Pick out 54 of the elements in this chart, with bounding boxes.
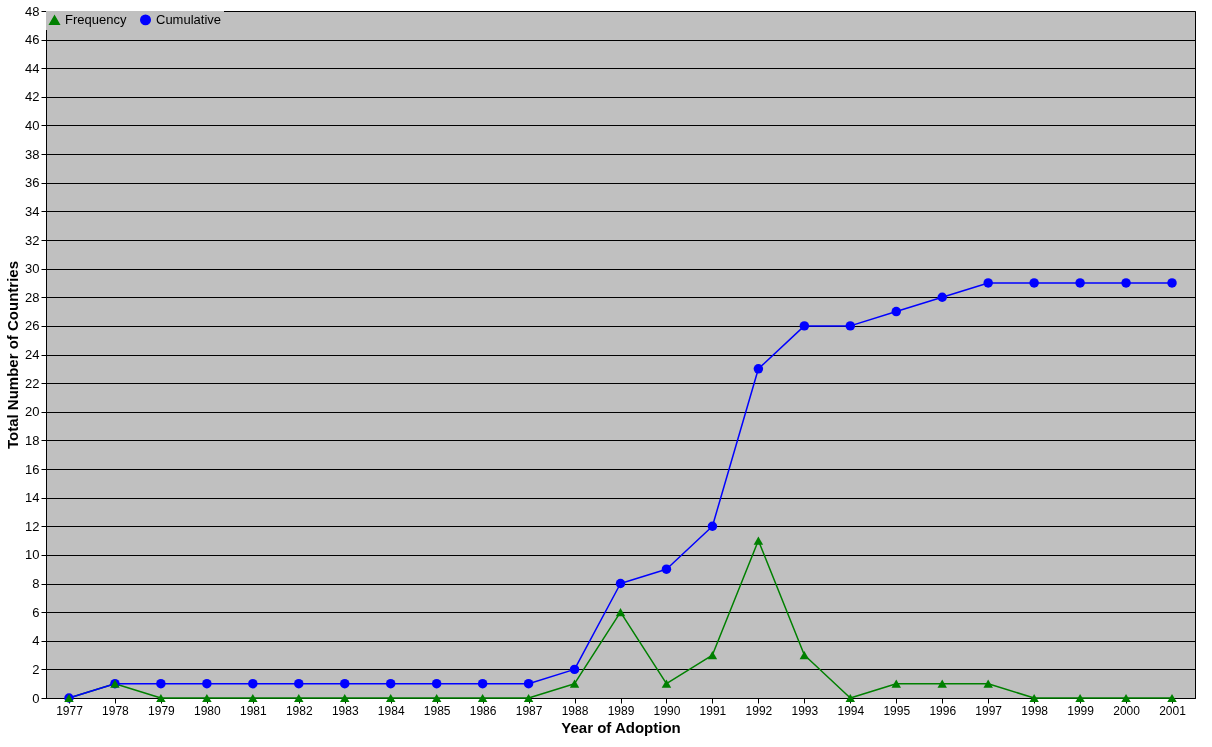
y-tick-label: 10 — [25, 547, 40, 563]
x-tick-label: 1997 — [975, 703, 1003, 718]
y-tick-label: 18 — [25, 432, 40, 448]
x-tick-label: 1979 — [148, 703, 176, 718]
x-tick-label: 1977 — [56, 703, 84, 718]
y-tick-label: 34 — [25, 203, 40, 219]
x-tick-label: 1991 — [699, 703, 727, 718]
y-tick-label: 2 — [32, 661, 40, 677]
y-tick-label: 36 — [25, 175, 40, 191]
x-tick-label: 1995 — [883, 703, 911, 718]
x-tick-label: 1985 — [423, 703, 451, 718]
legend-label: Cumulative — [156, 11, 222, 27]
x-tick-label: 2000 — [1113, 703, 1141, 718]
y-tick-label: 44 — [25, 60, 40, 76]
x-tick-label: 1982 — [285, 703, 313, 718]
y-tick-label: 38 — [25, 146, 40, 162]
y-axis-title: Total Number of Countries — [4, 260, 22, 450]
x-tick-label: 1987 — [515, 703, 543, 718]
y-tick-label: 14 — [25, 490, 40, 506]
x-tick-label: 1999 — [1067, 703, 1095, 718]
x-axis-title: Year of Adoption — [561, 718, 681, 736]
y-tick-label: 22 — [25, 375, 40, 391]
y-tick-label: 12 — [25, 518, 40, 534]
x-tick-label: 1994 — [837, 703, 865, 718]
x-tick-label: 1993 — [791, 703, 819, 718]
x-tick-label: 1998 — [1021, 703, 1049, 718]
y-tick-label: 24 — [25, 347, 40, 362]
x-tick-label: 1981 — [239, 703, 267, 718]
y-tick-label: 46 — [25, 32, 40, 48]
y-tick-label: 20 — [25, 404, 40, 420]
legend-label: Frequency — [65, 12, 127, 28]
x-tick-label: 1984 — [377, 703, 405, 718]
y-tick-label: 30 — [25, 261, 40, 277]
y-tick-label: 32 — [25, 232, 40, 248]
x-tick-label: 1989 — [607, 703, 635, 718]
y-tick-label: 28 — [25, 289, 40, 305]
y-tick-label: 48 — [25, 3, 40, 19]
x-tick-label: 1983 — [331, 703, 359, 718]
x-tick-label: 1996 — [929, 703, 957, 718]
x-tick-label: 1992 — [745, 703, 773, 718]
y-tick-label: 6 — [32, 604, 40, 620]
x-tick-label: 1978 — [102, 703, 130, 718]
x-tick-label: 1986 — [469, 703, 497, 718]
x-tick-label: 1988 — [561, 703, 589, 718]
y-tick-label: 4 — [32, 633, 40, 649]
y-tick-label: 16 — [25, 461, 40, 477]
x-tick-label: 1980 — [194, 703, 222, 718]
x-tick-label: 1990 — [653, 703, 681, 718]
y-tick-label: 40 — [25, 118, 40, 133]
y-tick-label: 8 — [32, 576, 40, 591]
x-tick-label: 2001 — [1159, 703, 1187, 718]
y-tick-label: 42 — [25, 89, 40, 105]
y-tick-label: 0 — [32, 690, 40, 706]
y-tick-label: 26 — [25, 318, 40, 334]
